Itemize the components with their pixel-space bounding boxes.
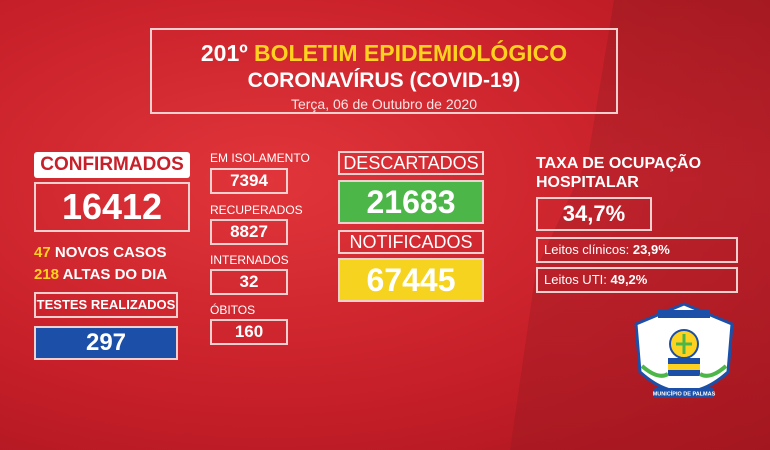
isolamento-label: EM ISOLAMENTO xyxy=(210,151,310,165)
header-box: 201º BOLETIM EPIDEMIOLÓGICO CORONAVÍRUS … xyxy=(150,28,618,114)
recuperados-label: RECUPERADOS xyxy=(210,203,303,217)
ocupacao-label-line2: HOSPITALAR xyxy=(536,174,639,191)
isolamento-value: 7394 xyxy=(210,168,288,194)
confirmados-value: 16412 xyxy=(34,182,190,232)
bulletin-subtitle: CORONAVÍRUS (COVID-19) xyxy=(247,69,521,92)
testes-label: TESTES REALIZADOS xyxy=(34,292,178,318)
header-title: 201º BOLETIM EPIDEMIOLÓGICO xyxy=(152,40,616,67)
obitos-value: 160 xyxy=(210,319,288,345)
leitos-clinicos-label: Leitos clínicos: xyxy=(544,242,630,257)
novos-casos-label: NOVOS CASOS xyxy=(54,244,167,261)
bulletin-number: 201º xyxy=(200,40,248,66)
altas-line: 218 ALTAS DO DIA xyxy=(34,266,167,283)
notificados-label: NOTIFICADOS xyxy=(338,230,484,254)
leitos-clinicos-row: Leitos clínicos: 23,9% xyxy=(536,237,738,263)
ocupacao-value: 34,7% xyxy=(536,197,652,231)
leitos-uti-value: 49,2% xyxy=(610,272,648,287)
notificados-value: 67445 xyxy=(338,258,484,302)
municipio-seal-icon: MUNICÍPIO DE PALMAS xyxy=(634,302,734,398)
internados-value: 32 xyxy=(210,269,288,295)
obitos-label: ÓBITOS xyxy=(210,303,256,317)
novos-casos-value: 47 xyxy=(34,244,51,261)
seal-text: MUNICÍPIO DE PALMAS xyxy=(653,390,716,398)
descartados-value: 21683 xyxy=(338,180,484,224)
bulletin-title: BOLETIM EPIDEMIOLÓGICO xyxy=(254,40,568,66)
ocupacao-label-line1: TAXA DE OCUPAÇÃO xyxy=(536,155,702,172)
internados-label: INTERNADOS xyxy=(210,253,289,267)
testes-value: 297 xyxy=(34,326,178,360)
altas-label: ALTAS DO DIA xyxy=(62,266,168,283)
recuperados-value: 8827 xyxy=(210,219,288,245)
leitos-uti-row: Leitos UTI: 49,2% xyxy=(536,267,738,293)
descartados-label: DESCARTADOS xyxy=(338,151,484,175)
leitos-uti-label: Leitos UTI: xyxy=(544,272,607,287)
altas-value: 218 xyxy=(34,266,60,283)
confirmados-label: CONFIRMADOS xyxy=(34,152,190,178)
bulletin-date: Terça, 06 de Outubro de 2020 xyxy=(290,96,478,112)
novos-casos-line: 47 NOVOS CASOS xyxy=(34,244,167,261)
leitos-clinicos-value: 23,9% xyxy=(632,242,670,257)
